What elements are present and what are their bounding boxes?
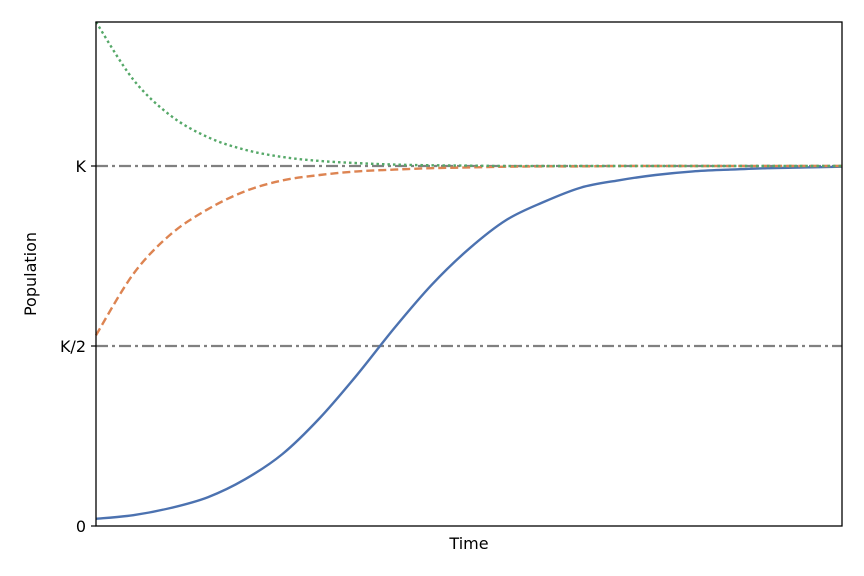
y-axis-ticks: 0 K/2 K [60,157,96,536]
series-line-3 [94,21,842,168]
series-line-2 [94,164,842,336]
x-axis-label: Time [448,534,488,553]
y-axis-label: Population [21,232,40,316]
y-tick-label: K/2 [60,337,86,356]
y-tick-label: K [76,157,87,176]
series-lines [94,21,843,520]
series-line-1 [95,165,843,520]
plot-frame [95,21,843,527]
y-tick-label: 0 [76,517,86,536]
reference-lines [96,164,842,348]
